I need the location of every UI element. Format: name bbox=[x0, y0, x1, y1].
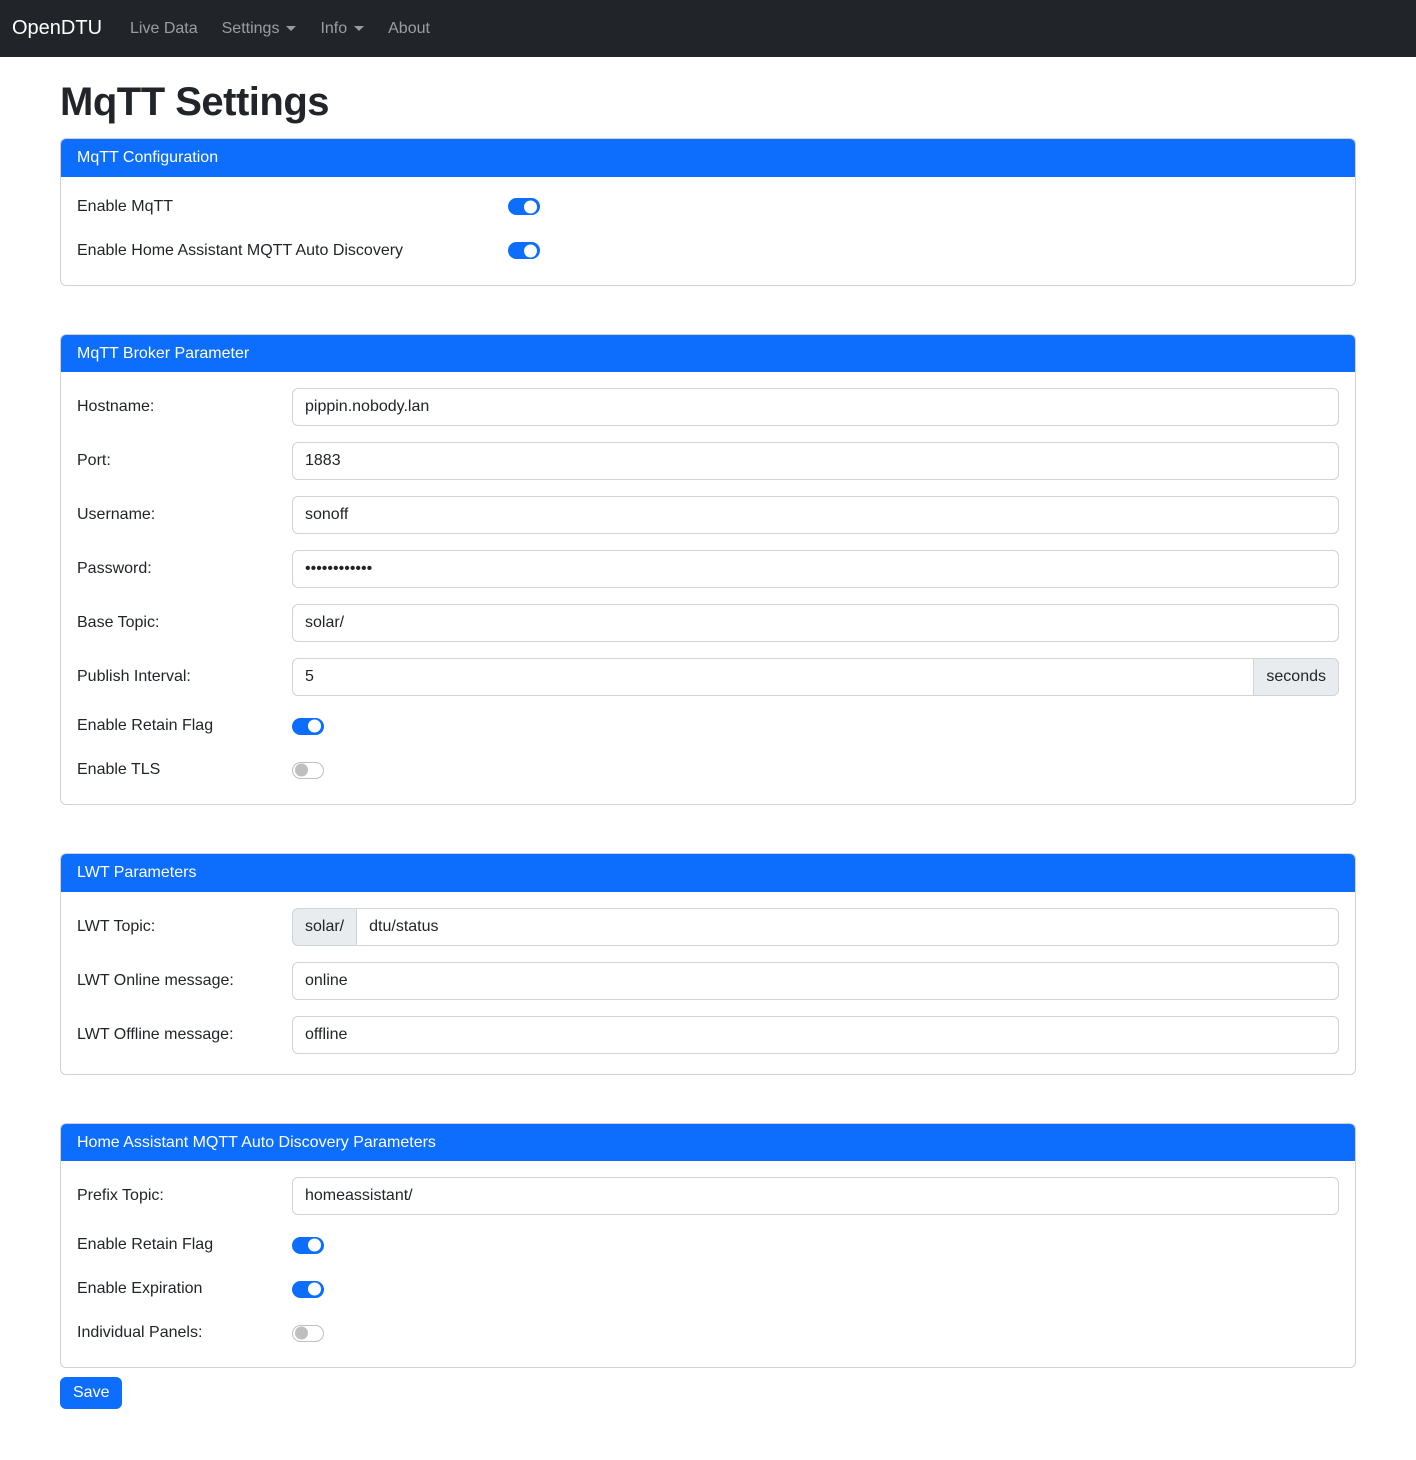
card-mqtt-configuration: MqTT Configuration Enable MqTT Enable Ho… bbox=[60, 138, 1356, 286]
port-input[interactable] bbox=[292, 442, 1339, 481]
enable-mqtt-toggle[interactable] bbox=[508, 198, 540, 216]
nav-item-label: About bbox=[388, 19, 430, 37]
prefix-topic-input[interactable] bbox=[292, 1177, 1339, 1216]
hass-retain-label: Enable Retain Flag bbox=[77, 1236, 214, 1254]
card-hass-discovery-parameters: Home Assistant MQTT Auto Discovery Param… bbox=[60, 1122, 1356, 1369]
main-content: MqTT Settings MqTT Configuration Enable … bbox=[60, 78, 1356, 1410]
individual-panels-toggle[interactable] bbox=[292, 1324, 324, 1342]
hass-expiration-toggle[interactable] bbox=[292, 1280, 324, 1298]
card-header: Home Assistant MQTT Auto Discovery Param… bbox=[61, 1123, 1355, 1162]
username-label: Username: bbox=[77, 506, 156, 524]
lwt-online-label: LWT Online message: bbox=[77, 971, 234, 989]
form-row-lwt-topic: LWT Topic: solar/ bbox=[77, 907, 1339, 946]
nav-item-label: Info bbox=[320, 19, 348, 37]
lwt-online-input[interactable] bbox=[292, 961, 1339, 1000]
base-topic-label: Base Topic: bbox=[77, 614, 160, 632]
nav-links: Live Data Settings Info About bbox=[118, 12, 442, 46]
form-row-base-topic: Base Topic: bbox=[77, 604, 1339, 643]
form-row-lwt-online: LWT Online message: bbox=[77, 961, 1339, 1000]
card-header: MqTT Broker Parameter bbox=[61, 334, 1355, 373]
card-body: LWT Topic: solar/ LWT Online message: LW… bbox=[61, 892, 1355, 1074]
hass-retain-toggle[interactable] bbox=[292, 1236, 324, 1254]
individual-panels-label: Individual Panels: bbox=[77, 1324, 203, 1342]
lwt-topic-input[interactable] bbox=[356, 907, 1339, 946]
username-input[interactable] bbox=[292, 496, 1339, 535]
hass-expiration-label: Enable Expiration bbox=[77, 1280, 203, 1298]
card-body: Prefix Topic: Enable Retain Flag Enable … bbox=[61, 1161, 1355, 1367]
lwt-topic-label: LWT Topic: bbox=[77, 917, 156, 935]
broker-retain-toggle[interactable] bbox=[292, 717, 324, 735]
enable-tls-toggle[interactable] bbox=[292, 761, 324, 779]
form-row-individual-panels: Individual Panels: bbox=[77, 1319, 1339, 1347]
nav-item-about[interactable]: About bbox=[380, 12, 438, 46]
form-row-hass-retain: Enable Retain Flag bbox=[77, 1231, 1339, 1259]
nav-item-info[interactable]: Info bbox=[312, 12, 372, 46]
form-row-broker-retain: Enable Retain Flag bbox=[77, 712, 1339, 740]
form-row-enable-tls: Enable TLS bbox=[77, 756, 1339, 784]
enable-mqtt-label: Enable MqTT bbox=[77, 197, 174, 215]
broker-retain-label: Enable Retain Flag bbox=[77, 717, 214, 735]
save-button[interactable]: Save bbox=[60, 1377, 123, 1410]
nav-item-live-data[interactable]: Live Data bbox=[122, 12, 206, 46]
form-row-prefix-topic: Prefix Topic: bbox=[77, 1177, 1339, 1216]
lwt-topic-prefix: solar/ bbox=[292, 907, 358, 946]
enable-tls-label: Enable TLS bbox=[77, 761, 161, 779]
form-row-lwt-offline: LWT Offline message: bbox=[77, 1015, 1339, 1054]
hostname-label: Hostname: bbox=[77, 398, 155, 416]
nav-item-label: Live Data bbox=[130, 19, 198, 37]
card-body: Hostname: Port: Username: Password: Base bbox=[61, 372, 1355, 804]
enable-hass-discovery-toggle[interactable] bbox=[508, 242, 540, 260]
password-input[interactable] bbox=[292, 550, 1339, 589]
page-title: MqTT Settings bbox=[60, 80, 330, 124]
enable-hass-discovery-label: Enable Home Assistant MQTT Auto Discover… bbox=[77, 241, 404, 259]
card-header: LWT Parameters bbox=[61, 854, 1355, 892]
port-label: Port: bbox=[77, 452, 111, 470]
lwt-offline-input[interactable] bbox=[292, 1015, 1339, 1054]
form-row-hass-expiration: Enable Expiration bbox=[77, 1275, 1339, 1303]
form-row-publish-interval: Publish Interval: seconds bbox=[77, 658, 1339, 697]
lwt-offline-label: LWT Offline message: bbox=[77, 1025, 234, 1043]
brand-opendtu[interactable]: OpenDTU bbox=[12, 17, 103, 39]
form-row-port: Port: bbox=[77, 442, 1339, 481]
chevron-down-icon bbox=[354, 26, 365, 31]
form-row-username: Username: bbox=[77, 496, 1339, 535]
form-row-enable-hass-discovery: Enable Home Assistant MQTT Auto Discover… bbox=[77, 237, 1339, 265]
password-label: Password: bbox=[77, 560, 152, 578]
publish-interval-label: Publish Interval: bbox=[77, 668, 191, 686]
card-lwt-parameters: LWT Parameters LWT Topic: solar/ LWT Onl… bbox=[60, 853, 1356, 1075]
card-mqtt-broker-parameter: MqTT Broker Parameter Hostname: Port: Us… bbox=[60, 333, 1356, 806]
form-row-hostname: Hostname: bbox=[77, 388, 1339, 427]
base-topic-input[interactable] bbox=[292, 604, 1339, 643]
prefix-topic-label: Prefix Topic: bbox=[77, 1187, 164, 1205]
form-row-password: Password: bbox=[77, 550, 1339, 589]
nav-item-label: Settings bbox=[221, 19, 280, 37]
form-row-enable-mqtt: Enable MqTT bbox=[77, 193, 1339, 221]
hostname-input[interactable] bbox=[292, 388, 1339, 427]
publish-interval-input[interactable] bbox=[292, 658, 1255, 697]
card-body: Enable MqTT Enable Home Assistant MQTT A… bbox=[61, 177, 1355, 285]
navbar: OpenDTU Live Data Settings Info About bbox=[0, 0, 1416, 57]
nav-item-settings[interactable]: Settings bbox=[214, 12, 305, 46]
card-header: MqTT Configuration bbox=[61, 139, 1355, 177]
chevron-down-icon bbox=[286, 26, 297, 31]
publish-interval-unit: seconds bbox=[1253, 658, 1339, 697]
